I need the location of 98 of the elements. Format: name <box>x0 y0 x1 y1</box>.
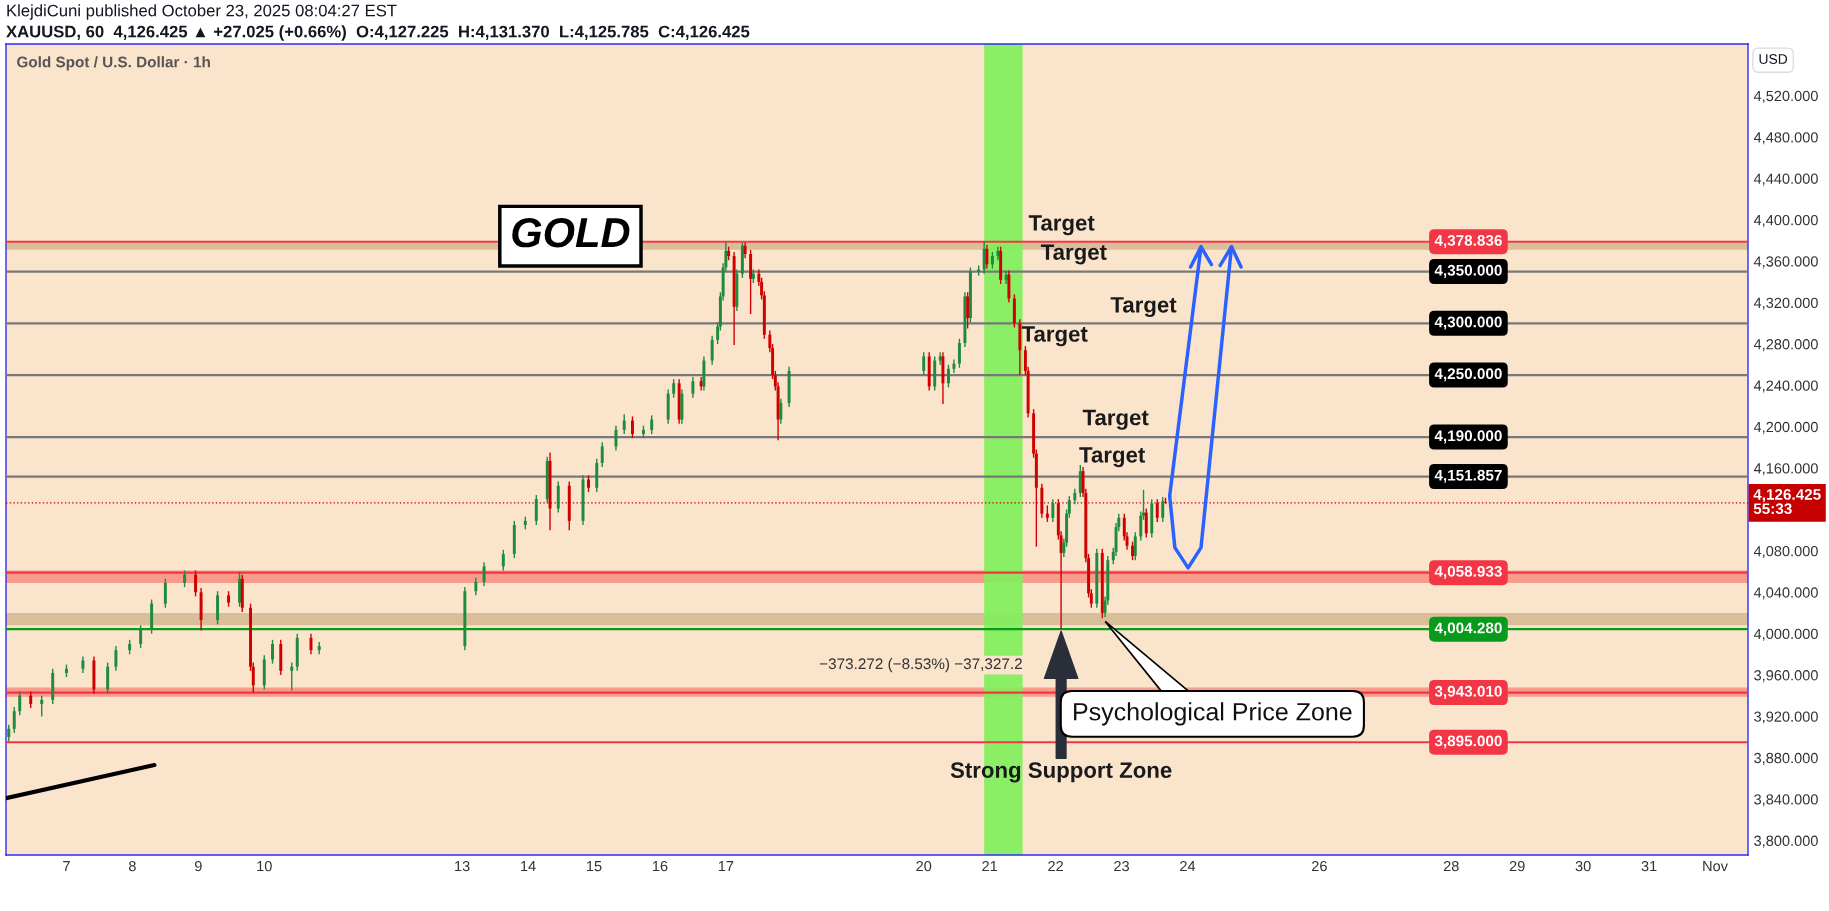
candlestick <box>482 561 486 587</box>
candlestick <box>630 415 634 439</box>
x-tick-label: 8 <box>128 860 136 872</box>
x-tick-label: 30 <box>1575 860 1591 872</box>
x-tick-label: 31 <box>1641 860 1657 872</box>
candlestick <box>114 645 118 672</box>
x-tick-label: 9 <box>194 860 202 872</box>
candlestick <box>18 690 22 717</box>
annotation: Target <box>1082 409 1149 430</box>
ref-line-label: 4,004.280 <box>1434 622 1502 636</box>
chart-subtitle: XAUUSD, 60 4,126.425 ▲ +27.025 (+0.66%) O:4,127.225 H:4,131.370 L:4,125.785 C:4,126.425 <box>6 25 750 41</box>
candlestick <box>40 695 44 718</box>
x-tick-label: 7 <box>63 861 70 872</box>
candlestick <box>501 549 505 572</box>
y-tick-label: 4,520.000 <box>1753 90 1818 103</box>
text: Gold Spot / U.S. Dollar · 1h <box>17 56 210 71</box>
ref-line-label: 4,350.000 <box>1434 264 1502 278</box>
y-tick-label: 3,800.000 <box>1754 835 1818 848</box>
y-tick-label: 4,280.000 <box>1753 339 1818 352</box>
annotation: Strong Support Zone <box>950 762 1172 783</box>
x-tick-label: 10 <box>257 860 272 872</box>
y-tick-label: 4,040.000 <box>1753 587 1818 600</box>
ref-line-label: 3,943.010 <box>1434 685 1502 699</box>
y-axis-title: USD <box>1759 54 1788 64</box>
x-tick-label: 14 <box>521 861 536 872</box>
annotation: Target <box>1079 447 1146 468</box>
candlestick <box>922 351 926 376</box>
y-tick-label: 4,200.000 <box>1753 421 1818 434</box>
x-tick-label: 13 <box>455 860 470 872</box>
ref-line-label: 4,058.933 <box>1434 565 1502 579</box>
y-tick-label: 3,960.000 <box>1754 670 1818 683</box>
x-tick-label: 24 <box>1180 860 1196 872</box>
candlestick <box>966 291 970 330</box>
candlestick <box>985 243 989 270</box>
x-tick-label: 22 <box>1048 860 1063 872</box>
candlestick <box>194 569 198 598</box>
y-tick-label: 3,920.000 <box>1754 711 1818 724</box>
candlestick <box>1164 497 1167 505</box>
annotation: Target <box>1028 215 1095 236</box>
band-label: −373.272 (−8.53%) −37,327.2 <box>819 657 1022 673</box>
candlestick <box>691 376 695 399</box>
candlestick <box>710 335 714 366</box>
x-tick-label: 17 <box>718 861 734 872</box>
x-tick-label: 20 <box>916 860 932 872</box>
y-tick-label: 4,480.000 <box>1753 132 1818 145</box>
candlestick <box>1161 496 1165 523</box>
y-tick-label: 4,240.000 <box>1753 380 1818 393</box>
candlestick <box>779 398 783 425</box>
y-tick-label: 3,880.000 <box>1754 752 1818 765</box>
text: KlejdiCuni published October 23, 2025 08:04:27 EST <box>7 4 397 20</box>
candlestick <box>238 570 242 608</box>
candlestick <box>1155 498 1159 523</box>
x-tick-label: 26 <box>1311 860 1327 872</box>
ref-line-label: 4,151.857 <box>1434 469 1502 483</box>
y-tick-label: 4,160.000 <box>1753 463 1818 476</box>
x-tick-label: 21 <box>982 860 998 872</box>
candlestick <box>1133 531 1137 561</box>
candlestick <box>139 624 143 649</box>
candlestick <box>106 661 110 695</box>
ref-line-label: 4,378.836 <box>1434 235 1502 249</box>
candlestick <box>1131 540 1135 561</box>
annotation: Target <box>1040 244 1107 265</box>
y-tick-label: 4,000.000 <box>1753 628 1818 641</box>
candlestick <box>650 414 654 435</box>
x-tick-label: 28 <box>1443 860 1459 872</box>
x-tick-label: 23 <box>1114 860 1130 872</box>
candlestick <box>290 661 294 692</box>
candlestick <box>622 413 626 435</box>
x-tick-label: Nov <box>1703 861 1728 872</box>
candlestick <box>12 706 16 734</box>
x-tick-label: 15 <box>587 861 602 872</box>
y-tick-label: 4,440.000 <box>1753 173 1818 186</box>
ref-line-label: 3,895.000 <box>1434 735 1502 749</box>
candlestick <box>957 338 961 369</box>
candlestick <box>672 378 676 399</box>
candlestick <box>1051 498 1055 523</box>
annotation: Psychological Price Zone <box>1074 702 1352 726</box>
y-tick-label: 4,360.000 <box>1753 256 1818 269</box>
x-tick-label: 29 <box>1509 860 1525 872</box>
annotation: GOLD <box>512 217 630 248</box>
candlestick <box>946 363 950 389</box>
candlestick <box>556 480 560 514</box>
ref-line-label: 4,126.425 55:33 <box>1753 489 1821 515</box>
ref-line-label: 4,190.000 <box>1434 430 1502 444</box>
candlestick <box>600 441 604 468</box>
ref-line-label: 4,250.000 <box>1434 368 1502 382</box>
x-tick-label: 16 <box>652 860 668 872</box>
candlestick <box>271 639 274 665</box>
y-tick-label: 4,320.000 <box>1753 297 1818 310</box>
candlestick <box>163 578 167 609</box>
annotation: Target <box>1110 297 1177 318</box>
ref-line-label: 4,300.000 <box>1434 316 1502 330</box>
y-tick-label: 3,840.000 <box>1754 794 1818 807</box>
candlestick <box>614 425 618 452</box>
y-tick-label: 4,080.000 <box>1753 545 1818 559</box>
y-tick-label: 4,400.000 <box>1753 214 1818 227</box>
candlestick <box>534 494 538 526</box>
candlestick <box>587 474 590 493</box>
